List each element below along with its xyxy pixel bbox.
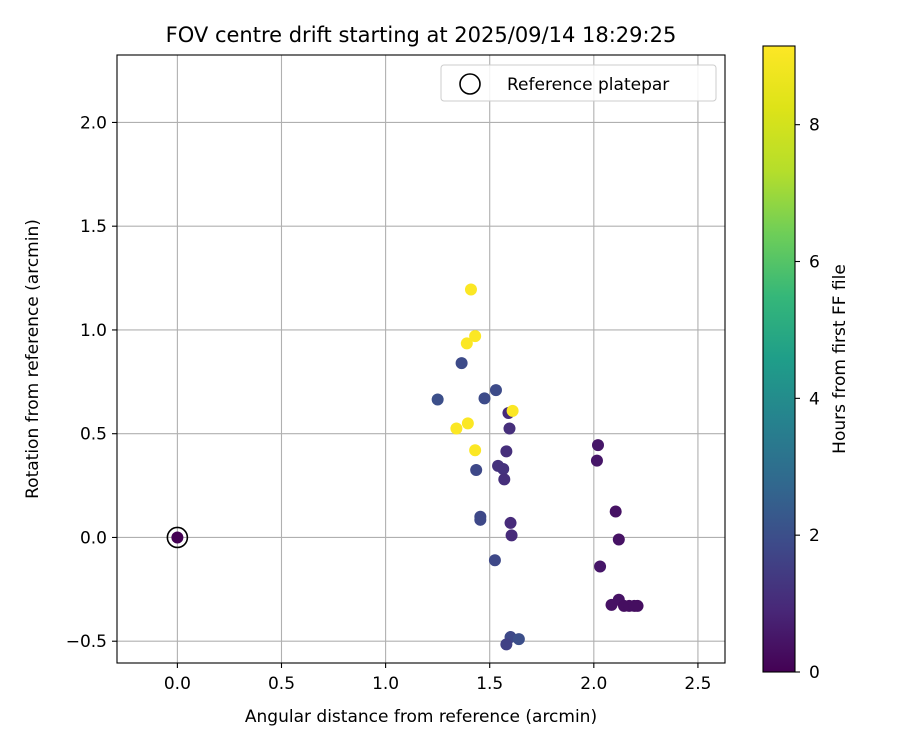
data-point [470, 464, 483, 477]
colorbar: 0 2 4 6 8 Hours from first FF file [762, 45, 850, 683]
data-point [504, 516, 517, 529]
plot-frame [116, 54, 726, 664]
data-point [500, 445, 513, 458]
ticks-layer: 0.0 0.5 1.0 1.5 2.0 2.5 −0.5 0.0 0.5 1.0 1.5 2.0 [66, 113, 712, 694]
colorbar-ticks: 0 2 4 6 8 [795, 116, 820, 683]
data-point [469, 330, 482, 343]
data-point [609, 505, 622, 518]
colorbar-tick-label: 6 [809, 253, 820, 273]
data-point [591, 439, 604, 452]
colorbar-gradient [762, 45, 796, 673]
chart-title: FOV centre drift starting at 2025/09/14 … [166, 23, 677, 47]
data-point [489, 384, 502, 397]
points-layer [166, 283, 644, 651]
colorbar-tick-label: 0 [809, 663, 820, 683]
data-point [497, 462, 510, 475]
data-point [478, 392, 491, 405]
colorbar-label: Hours from first FF file [830, 264, 850, 454]
data-point [461, 417, 474, 430]
y-tick-label: 1.5 [80, 217, 107, 237]
y-tick-label: 2.0 [80, 113, 107, 133]
legend: Reference platepar [440, 64, 717, 102]
legend-box [440, 64, 717, 102]
data-point [506, 404, 519, 417]
reference-platepar-marker [166, 526, 189, 549]
x-tick-label: 2.0 [580, 674, 607, 694]
x-tick-label: 1.0 [372, 674, 399, 694]
colorbar-tick-label: 2 [809, 526, 820, 546]
data-point [469, 444, 482, 457]
data-point [171, 531, 184, 544]
x-tick-label: 1.5 [476, 674, 503, 694]
data-point [590, 454, 603, 467]
data-point [450, 422, 463, 435]
data-point [460, 337, 473, 350]
colorbar-tick-label: 8 [809, 116, 820, 136]
legend-label-reference: Reference platepar [507, 75, 669, 95]
data-point [500, 638, 513, 651]
data-point [503, 422, 516, 435]
data-point [498, 473, 511, 486]
x-tick-label: 0.0 [164, 674, 191, 694]
x-axis-label: Angular distance from reference (arcmin) [245, 707, 597, 727]
data-point [431, 393, 444, 406]
data-point [631, 599, 644, 612]
legend-marker-reference [459, 73, 481, 95]
y-tick-label: 1.0 [80, 321, 107, 341]
data-point [455, 357, 468, 370]
data-point [505, 529, 518, 542]
data-point [612, 533, 625, 546]
data-point [474, 513, 487, 526]
y-tick-label: 0.5 [80, 425, 107, 445]
y-axis-label: Rotation from reference (arcmin) [23, 219, 43, 499]
x-tick-label: 0.5 [268, 674, 295, 694]
data-point [512, 633, 525, 646]
data-point [488, 554, 501, 567]
grid-layer [117, 55, 725, 663]
y-tick-label: −0.5 [66, 632, 107, 652]
x-tick-label: 2.5 [684, 674, 711, 694]
y-tick-label: 0.0 [80, 528, 107, 548]
data-point [464, 283, 477, 296]
data-point [594, 560, 607, 573]
colorbar-tick-label: 4 [809, 389, 820, 409]
